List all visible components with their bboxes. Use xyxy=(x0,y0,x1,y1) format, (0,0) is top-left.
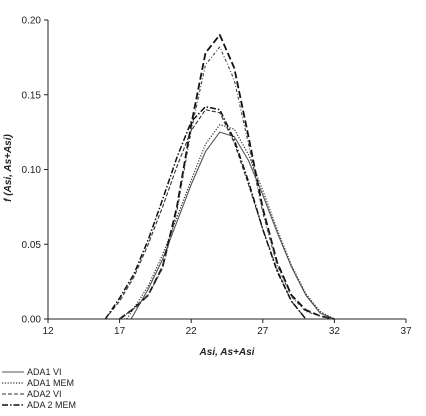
x-tick-label: 17 xyxy=(114,326,126,337)
y-tick-label: 0.15 xyxy=(22,90,42,101)
legend-label: ADA1 MEM xyxy=(27,378,74,388)
series-line-6 xyxy=(119,46,335,320)
series-line-3 xyxy=(104,109,307,320)
y-tick-label: 0.00 xyxy=(22,315,42,326)
y-tick-label: 0.10 xyxy=(22,165,42,176)
x-tick-label: 27 xyxy=(257,326,269,337)
axes: 12 17 22 27 32 37 0.00 0.05 0.10 0.15 0.20 xyxy=(22,16,412,338)
series-line-5 xyxy=(119,34,335,320)
legend-label: ADA 2 MEM xyxy=(27,400,76,410)
legend-label: ADA1 VI xyxy=(27,367,62,377)
x-tick-label: 22 xyxy=(186,326,198,337)
x-axis-title: Asi, As+Asi xyxy=(199,347,255,358)
legend-label: ADA2 VI xyxy=(27,389,62,399)
x-tick-label: 37 xyxy=(400,326,412,337)
series-line-1 xyxy=(130,131,335,320)
plot-area xyxy=(104,34,335,320)
x-tick-label: 12 xyxy=(42,326,54,337)
y-tick-label: 0.20 xyxy=(22,16,42,27)
y-axis-title: f (Asi, As+Asi) xyxy=(3,133,14,201)
y-tick-label: 0.05 xyxy=(22,240,42,251)
series-line-4 xyxy=(104,105,307,320)
series-line-2 xyxy=(126,124,335,320)
x-tick-label: 32 xyxy=(329,326,341,337)
